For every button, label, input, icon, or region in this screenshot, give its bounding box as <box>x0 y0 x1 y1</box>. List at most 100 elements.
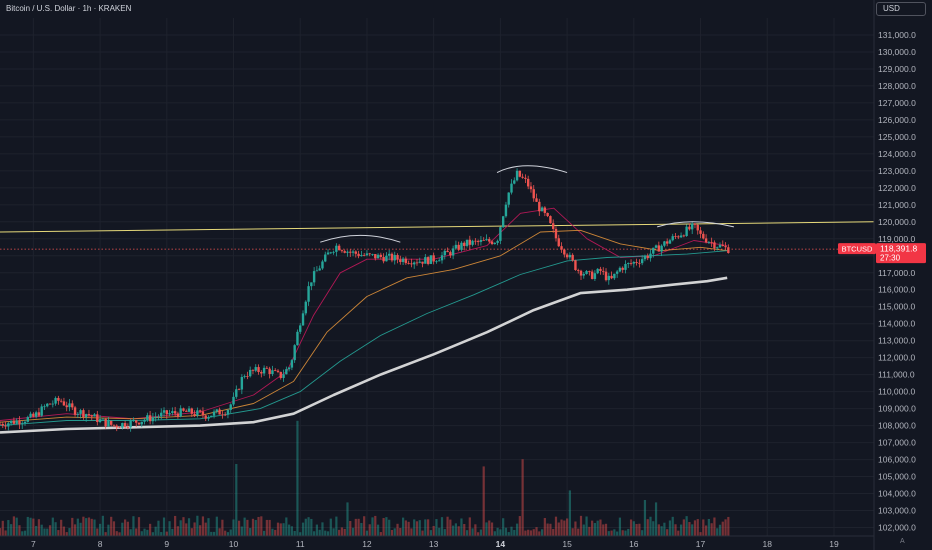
volume-bar <box>254 519 257 536</box>
candle <box>415 259 419 266</box>
candle <box>724 242 727 251</box>
volume-bar <box>304 518 307 536</box>
candle-body <box>510 183 513 193</box>
volume-bar <box>421 530 424 536</box>
price-tag-countdown: 27:30 <box>880 254 901 263</box>
candle-body <box>46 403 49 407</box>
volume-bar <box>577 528 580 536</box>
volume-bar <box>301 522 305 536</box>
candle <box>438 258 441 262</box>
moving-average-ma-slow <box>0 250 728 427</box>
candle <box>15 418 18 425</box>
candle-body <box>90 415 93 417</box>
auto-scale-button[interactable]: A <box>900 538 905 545</box>
candle <box>46 403 49 408</box>
volume-bar <box>201 516 205 536</box>
x-tick-label: 13 <box>429 539 439 549</box>
volume-bar <box>104 532 107 536</box>
volume-bar <box>168 521 171 536</box>
candle <box>460 241 463 252</box>
volume-bar <box>54 522 57 536</box>
candle-body <box>324 254 327 262</box>
volume-bar <box>135 528 138 536</box>
candle-body <box>362 254 366 256</box>
volume-bar <box>463 523 466 536</box>
candle <box>629 259 633 266</box>
candle <box>471 239 474 247</box>
candle-body <box>48 403 52 405</box>
candle-body <box>399 259 402 262</box>
volume-bar <box>457 526 460 536</box>
volume-bar <box>515 523 519 536</box>
candle-body <box>9 420 13 424</box>
volume-bar <box>549 523 552 536</box>
candle-body <box>432 255 435 262</box>
candle <box>112 424 116 428</box>
candle <box>12 417 16 425</box>
candle <box>229 403 232 413</box>
volume-bar <box>321 522 324 536</box>
candle <box>146 412 149 422</box>
candle-body <box>693 223 697 225</box>
volume-bar <box>296 420 299 536</box>
volume-bar <box>599 519 602 536</box>
candle <box>579 269 583 281</box>
volume-bar <box>265 519 268 536</box>
volume-bar <box>399 527 402 536</box>
candle-body <box>257 367 260 373</box>
volume-bars <box>0 420 730 536</box>
candle-body <box>374 254 377 259</box>
volume-bar <box>82 516 85 536</box>
candle <box>40 404 43 417</box>
candle <box>51 400 55 408</box>
candle <box>560 242 563 253</box>
candle <box>543 206 547 217</box>
candle <box>215 408 219 414</box>
candle-body <box>262 367 266 374</box>
volume-bar <box>621 530 624 536</box>
volume-bar <box>349 520 352 536</box>
candle <box>635 258 638 266</box>
candle <box>349 249 352 257</box>
volume-bar <box>110 516 113 536</box>
candle-body <box>282 374 285 378</box>
volume-bar <box>260 516 263 536</box>
volume-bar <box>499 529 502 536</box>
volume-bar <box>23 530 27 536</box>
candle-body <box>421 261 424 264</box>
candle-body <box>660 245 663 252</box>
candle <box>335 243 338 257</box>
volume-bar <box>693 520 697 536</box>
candle-body <box>699 230 702 234</box>
candle-body <box>446 250 449 253</box>
candle-body <box>176 413 180 417</box>
candle-body <box>290 360 294 368</box>
candle-body <box>685 226 688 237</box>
candle <box>479 236 483 246</box>
candle <box>596 268 599 275</box>
x-tick-label: 11 <box>296 539 305 549</box>
volume-bar <box>496 527 499 536</box>
candle <box>318 265 321 271</box>
volume-bar <box>146 529 149 536</box>
currency-selector[interactable]: USD <box>876 2 926 16</box>
candle-body <box>248 369 252 377</box>
candle <box>643 254 647 262</box>
candle-body <box>196 410 199 416</box>
candle-body <box>212 411 216 416</box>
candle <box>396 253 399 264</box>
volume-bar <box>668 520 672 536</box>
volume-bar <box>43 528 46 536</box>
candle-body <box>357 253 360 257</box>
volume-bar <box>271 528 274 536</box>
volume-bar <box>343 528 346 536</box>
volume-bar <box>10 524 13 536</box>
candle-body <box>596 268 599 274</box>
candle-body <box>4 425 7 427</box>
volume-bar <box>432 525 435 536</box>
candle <box>226 408 230 419</box>
candle-body <box>79 410 82 414</box>
candle <box>716 246 719 251</box>
